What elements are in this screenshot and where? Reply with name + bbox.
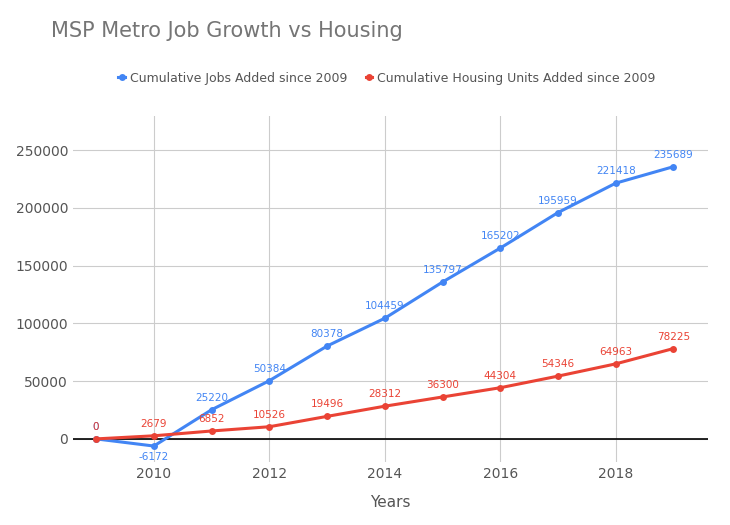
Cumulative Jobs Added since 2009 bbox=[265, 377, 274, 384]
Text: 10526: 10526 bbox=[253, 410, 286, 420]
Text: 25220: 25220 bbox=[195, 393, 228, 403]
Text: 0: 0 bbox=[93, 422, 99, 432]
Line: Cumulative Jobs Added since 2009: Cumulative Jobs Added since 2009 bbox=[93, 163, 677, 449]
Cumulative Housing Units Added since 2009 bbox=[611, 361, 620, 367]
Text: 0: 0 bbox=[93, 422, 99, 432]
Text: MSP Metro Job Growth vs Housing: MSP Metro Job Growth vs Housing bbox=[51, 21, 403, 41]
Cumulative Jobs Added since 2009 bbox=[92, 436, 101, 442]
Text: 2679: 2679 bbox=[141, 419, 167, 429]
Cumulative Housing Units Added since 2009 bbox=[207, 428, 216, 434]
Cumulative Jobs Added since 2009 bbox=[323, 343, 331, 349]
Text: 235689: 235689 bbox=[653, 150, 694, 160]
Text: 80378: 80378 bbox=[310, 329, 344, 339]
Text: 6852: 6852 bbox=[199, 414, 225, 424]
Cumulative Jobs Added since 2009 bbox=[150, 443, 158, 449]
Text: 36300: 36300 bbox=[426, 380, 459, 390]
Text: 104459: 104459 bbox=[365, 301, 404, 311]
Cumulative Housing Units Added since 2009 bbox=[323, 413, 331, 419]
Cumulative Housing Units Added since 2009 bbox=[438, 394, 447, 400]
Cumulative Housing Units Added since 2009 bbox=[553, 373, 562, 379]
Cumulative Jobs Added since 2009 bbox=[553, 209, 562, 216]
Text: 195959: 195959 bbox=[538, 196, 578, 206]
Text: 78225: 78225 bbox=[657, 332, 690, 342]
Cumulative Jobs Added since 2009 bbox=[611, 180, 620, 186]
Cumulative Housing Units Added since 2009 bbox=[380, 403, 389, 410]
Legend: Cumulative Jobs Added since 2009, Cumulative Housing Units Added since 2009: Cumulative Jobs Added since 2009, Cumula… bbox=[113, 67, 661, 90]
Text: 221418: 221418 bbox=[596, 166, 636, 176]
Cumulative Jobs Added since 2009 bbox=[496, 245, 504, 251]
Text: -6172: -6172 bbox=[139, 452, 169, 462]
Line: Cumulative Housing Units Added since 2009: Cumulative Housing Units Added since 200… bbox=[93, 345, 677, 443]
Cumulative Housing Units Added since 2009 bbox=[92, 436, 101, 442]
Text: 165202: 165202 bbox=[480, 231, 520, 241]
Text: 54346: 54346 bbox=[542, 359, 575, 369]
Text: 44304: 44304 bbox=[484, 371, 517, 381]
Cumulative Jobs Added since 2009 bbox=[438, 279, 447, 285]
Cumulative Jobs Added since 2009 bbox=[207, 407, 216, 413]
Text: 28312: 28312 bbox=[368, 389, 402, 400]
Cumulative Housing Units Added since 2009 bbox=[265, 424, 274, 430]
Cumulative Housing Units Added since 2009 bbox=[150, 433, 158, 439]
Cumulative Jobs Added since 2009 bbox=[669, 163, 678, 170]
Text: 19496: 19496 bbox=[310, 400, 344, 410]
Cumulative Housing Units Added since 2009 bbox=[496, 385, 504, 391]
Cumulative Housing Units Added since 2009 bbox=[669, 345, 678, 352]
Text: 50384: 50384 bbox=[253, 364, 286, 374]
Text: 64963: 64963 bbox=[599, 347, 632, 357]
Text: 135797: 135797 bbox=[423, 265, 462, 275]
Cumulative Jobs Added since 2009 bbox=[380, 315, 389, 321]
X-axis label: Years: Years bbox=[370, 495, 411, 510]
